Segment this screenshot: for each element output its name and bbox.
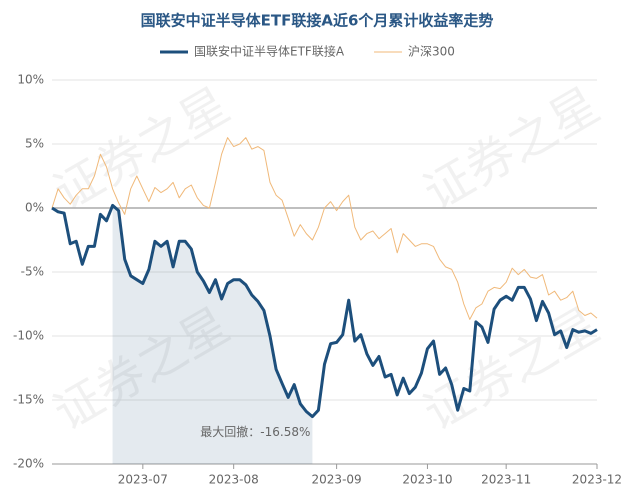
series-line [51,137,598,320]
x-tick-label: 2023-08 [209,473,259,487]
watermark: 证券之星 [45,77,239,222]
drawdown-area [112,205,313,464]
watermark: 证券之星 [415,77,609,222]
x-tick-label: 2023-09 [312,473,362,487]
x-tick-label: 2023-10 [402,473,452,487]
y-tick-label: -5% [21,265,44,279]
x-tick-label: 2023-12 [572,473,622,487]
y-tick-label: 10% [17,73,44,87]
y-tick-label: -15% [13,393,44,407]
series-line [51,203,598,419]
x-tick-label: 2023-11 [481,473,531,487]
y-tick-label: 0% [25,201,44,215]
drawdown-label: 最大回撤：-16.58% [200,424,310,439]
legend-label: 沪深300 [408,45,455,59]
y-tick-label: -10% [13,329,44,343]
chart-title: 国联安中证半导体ETF联接A近6个月累计收益率走势 [141,12,494,30]
legend-label: 国联安中证半导体ETF联接A [194,44,345,59]
y-tick-label: 5% [25,137,44,151]
x-tick-label: 2023-07 [118,473,168,487]
y-tick-label: -20% [13,457,44,471]
